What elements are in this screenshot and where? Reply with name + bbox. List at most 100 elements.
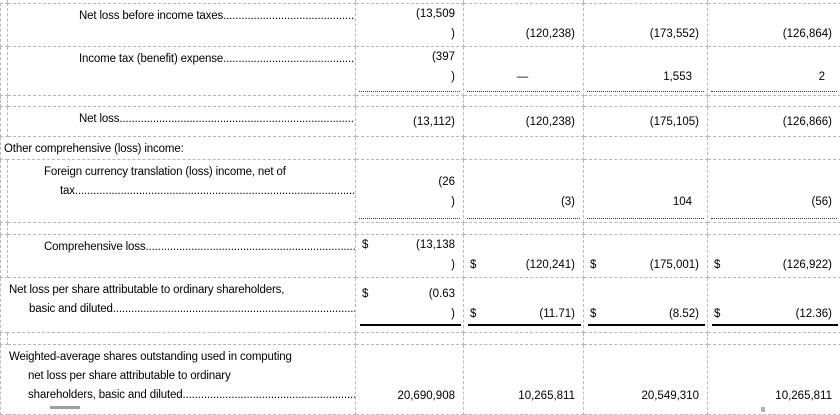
empty-cell[interactable]	[708, 223, 840, 235]
edge-cell[interactable]	[1, 160, 8, 223]
empty-cell[interactable]	[464, 96, 584, 107]
row-label-cell[interactable]: Net loss................................…	[8, 107, 356, 137]
subtotal-rule	[587, 218, 704, 219]
value-cell-col4[interactable]: $(12.36)	[708, 278, 840, 333]
value-cell-col1[interactable]: (397)	[356, 47, 464, 96]
subtotal-rule	[467, 218, 580, 219]
value-cell-col2[interactable]	[464, 137, 584, 160]
cell-value: (13,112)	[413, 112, 455, 132]
value-cell-col4[interactable]: (56)	[708, 160, 840, 223]
row-label-cell[interactable]: Net loss per share attributable to ordin…	[1, 278, 356, 333]
value-block: (173,552)	[584, 24, 707, 46]
empty-cell[interactable]	[356, 333, 464, 345]
value-cell-col3[interactable]: $(175,001)	[584, 235, 708, 278]
empty-cell[interactable]	[356, 96, 464, 107]
cell-value: (120,238)	[526, 112, 575, 132]
row-label-cell[interactable]: Income tax (benefit) expense............…	[8, 47, 356, 96]
value-cell-col3[interactable]	[584, 137, 708, 160]
empty-cell[interactable]	[584, 223, 708, 235]
table-row-net-loss-before-income-taxes: Net loss before income taxes............…	[1, 4, 840, 47]
row-label-cell[interactable]: Foreign currency translation (loss) inco…	[8, 160, 356, 223]
row-label-text: Net loss before income taxes	[79, 7, 223, 26]
empty-cell[interactable]	[708, 333, 840, 345]
total-underline	[360, 324, 461, 326]
value-cell-col1[interactable]: (26)	[356, 160, 464, 223]
scrollbar-fragment	[50, 406, 80, 409]
value-cell-col3[interactable]: 20,549,310	[584, 345, 708, 415]
empty-cell[interactable]	[464, 333, 584, 345]
value-line: )	[356, 67, 463, 87]
value-cell-col1[interactable]: (13,509)	[356, 4, 464, 47]
value-line: $(120,241)	[464, 255, 583, 275]
value-cell-col2[interactable]: —	[464, 47, 584, 96]
value-cell-col2[interactable]: 10,265,811	[464, 345, 584, 415]
row-label-text: Weighted-average shares outstanding used…	[9, 351, 292, 363]
row-label-text: basic and diluted	[29, 300, 113, 319]
row-label-text: Income tax (benefit) expense	[79, 50, 223, 69]
row-label-line: Net loss................................…	[8, 110, 355, 129]
value-cell-col3[interactable]: $(8.52)	[584, 278, 708, 333]
edge-cell[interactable]	[1, 4, 8, 47]
value-cell-col4[interactable]	[708, 137, 840, 160]
value-block: (126,866)	[708, 112, 840, 136]
empty-cell[interactable]	[708, 96, 840, 107]
value-cell-col2[interactable]: (120,238)	[464, 107, 584, 137]
value-line: $(8.52)	[584, 304, 707, 324]
value-cell-col2[interactable]: (120,238)	[464, 4, 584, 47]
value-cell-col4[interactable]: (126,864)	[708, 4, 840, 47]
value-cell-col4[interactable]: $(126,922)	[708, 235, 840, 278]
value-line: 1,553	[584, 67, 707, 87]
empty-cell[interactable]	[356, 223, 464, 235]
empty-cell[interactable]	[464, 223, 584, 235]
cell-value: 104	[673, 192, 692, 212]
value-cell-col4[interactable]: 2	[708, 47, 840, 96]
row-label-cell[interactable]: Net loss before income taxes............…	[8, 4, 356, 47]
row-label-cell[interactable]: Other comprehensive (loss) income:	[1, 137, 356, 160]
value-cell-col4[interactable]: (126,866)	[708, 107, 840, 137]
value-cell-col1[interactable]: $(13,138)	[356, 235, 464, 278]
value-line: )	[356, 24, 463, 44]
value-cell-col4[interactable]: 10,265,811	[708, 345, 840, 415]
subtotal-rule	[359, 91, 460, 92]
value-cell-col3[interactable]: (175,105)	[584, 107, 708, 137]
value-cell-col1[interactable]	[356, 137, 464, 160]
edge-cell[interactable]	[1, 107, 8, 137]
value-block: 20,690,908	[356, 386, 463, 414]
row-label-cell[interactable]: Weighted-average shares outstanding used…	[1, 345, 356, 415]
empty-cell[interactable]	[8, 223, 356, 235]
value-line: (3)	[464, 192, 583, 212]
value-block: $(11.71)	[464, 304, 583, 332]
value-cell-col3[interactable]: 104	[584, 160, 708, 223]
empty-cell[interactable]	[1, 96, 8, 107]
currency-symbol: $	[590, 304, 596, 324]
value-block: (397)	[356, 47, 463, 95]
value-cell-col3[interactable]: 1,553	[584, 47, 708, 96]
empty-cell[interactable]	[1, 223, 8, 235]
empty-cell[interactable]	[8, 333, 356, 345]
edge-cell[interactable]	[1, 47, 8, 96]
empty-cell[interactable]	[584, 333, 708, 345]
subtotal-rule	[359, 218, 460, 219]
value-block: 10,265,811	[708, 386, 840, 414]
cell-value: )	[451, 304, 455, 324]
row-label-text: Foreign currency translation (loss) inco…	[44, 166, 286, 178]
value-cell-col1[interactable]: $(0.63)	[356, 278, 464, 333]
value-block: (126,864)	[708, 24, 840, 46]
value-cell-col2[interactable]: $(11.71)	[464, 278, 584, 333]
value-cell-col1[interactable]: 20,690,908	[356, 345, 464, 415]
cell-value: 2	[819, 67, 825, 87]
value-cell-col2[interactable]: (3)	[464, 160, 584, 223]
value-cell-col2[interactable]: $(120,241)	[464, 235, 584, 278]
row-label-line: Net loss before income taxes............…	[8, 7, 355, 26]
edge-cell[interactable]	[1, 235, 8, 278]
value-cell-col1[interactable]: (13,112)	[356, 107, 464, 137]
empty-cell[interactable]	[584, 96, 708, 107]
row-label-cell[interactable]: Comprehensive loss......................…	[8, 235, 356, 278]
empty-cell[interactable]	[8, 96, 356, 107]
empty-cell[interactable]	[1, 333, 8, 345]
cell-value: )	[451, 192, 455, 212]
value-block: (13,112)	[356, 112, 463, 136]
cell-value: (175,001)	[650, 255, 699, 275]
currency-symbol: $	[714, 304, 720, 324]
value-cell-col3[interactable]: (173,552)	[584, 4, 708, 47]
